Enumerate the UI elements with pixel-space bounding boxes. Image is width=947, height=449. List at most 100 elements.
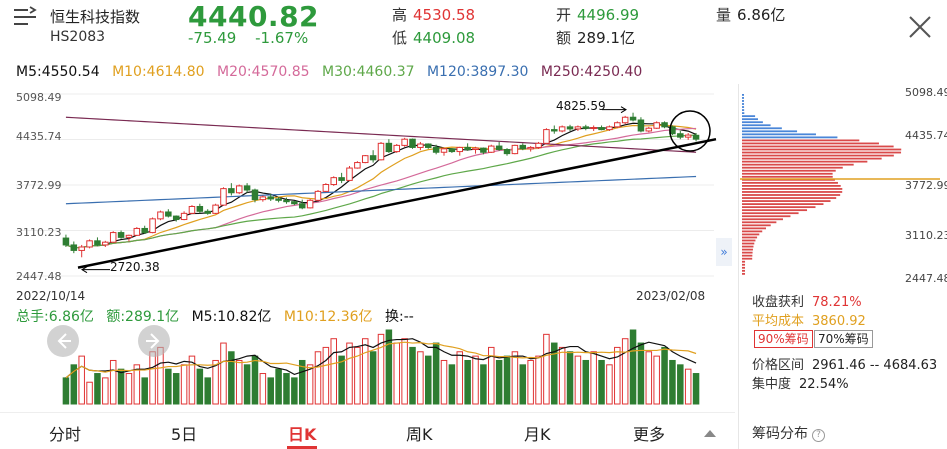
chip-bar [742, 239, 756, 242]
tab-daily-k[interactable]: 日K [288, 425, 317, 444]
volume-bar [188, 355, 196, 405]
chip-bar [742, 272, 746, 275]
candle-body [480, 147, 487, 153]
volume-bar [401, 338, 408, 405]
volume-bar [629, 329, 637, 405]
volume-bar [472, 355, 479, 405]
ma120-line [65, 175, 697, 205]
volume-bar [432, 342, 440, 405]
more-caret-icon[interactable] [704, 430, 716, 437]
prev-arrow-button[interactable] [47, 325, 79, 357]
candle-body [551, 129, 558, 132]
candle-body [188, 205, 196, 214]
candle-body [102, 241, 109, 246]
chip-90-button[interactable]: 90%筹码 [754, 330, 813, 348]
candle-body [425, 143, 432, 148]
volume-bar [511, 351, 519, 405]
volume-bar [377, 333, 385, 405]
help-icon[interactable]: ? [812, 429, 825, 442]
candle-body [448, 148, 456, 153]
candle-body [637, 119, 645, 132]
quote-header: 恒生科技指数 HS2083 4440.82 -75.49 -1.67% 高 453… [0, 0, 947, 56]
volume-bar [590, 351, 597, 405]
menu-icon[interactable] [12, 6, 38, 28]
chip-70-button[interactable]: 70%筹码 [814, 330, 873, 348]
next-arrow-button[interactable] [138, 325, 170, 357]
chip-bar [742, 109, 745, 111]
volume-bar [149, 351, 156, 405]
chip-bar [742, 209, 808, 212]
volume-bar [180, 364, 188, 405]
volume-chart [62, 329, 700, 405]
tab-5day[interactable]: 5日 [171, 425, 198, 444]
chip-bar [742, 236, 758, 239]
candle-body [566, 126, 574, 130]
chip-footer-label: 筹码分布 [752, 426, 808, 442]
open-label: 开 [556, 6, 572, 24]
chip-bar [742, 112, 745, 114]
chip-distribution-chart [740, 94, 940, 275]
price-axis-label: 5098.49 [16, 91, 62, 104]
expand-chip-button[interactable]: » [716, 238, 732, 266]
candle-body [306, 199, 314, 209]
high-value: 4530.58 [413, 6, 476, 24]
chip-bar [742, 227, 767, 230]
candle-body [180, 212, 188, 221]
chip-bar [742, 263, 746, 266]
close-icon[interactable] [905, 12, 935, 42]
open-stat: 开 4496.99 [556, 4, 639, 25]
start-date: 2022/10/14 [16, 289, 86, 303]
volume-bar [448, 364, 456, 405]
candle-body [361, 155, 369, 164]
high-label: 高 [392, 6, 408, 24]
candle-body [354, 162, 361, 169]
tab-monthly-k[interactable]: 月K [524, 425, 551, 444]
volume-ma-lines [65, 338, 697, 379]
amount-label: 额 [556, 29, 572, 47]
volume-bar [614, 346, 621, 405]
candle-body [684, 134, 692, 138]
avg-cost-value: 3860.92 [812, 314, 866, 329]
volume-bar [78, 355, 85, 405]
tab-weekly-k[interactable]: 周K [406, 425, 433, 444]
candle-body [283, 199, 290, 203]
candle-body [677, 133, 684, 138]
volume-bar [267, 377, 274, 405]
candle-body [440, 148, 448, 153]
candle-body [409, 138, 416, 148]
chip-bar [742, 251, 753, 254]
volume-bar [141, 377, 148, 405]
volume-bar [94, 373, 101, 405]
candle-body [377, 142, 385, 161]
stock-name: 恒生科技指数 [50, 8, 141, 26]
volume-bar [86, 381, 93, 405]
chip-bars [740, 94, 940, 275]
candle-body [251, 189, 259, 201]
volume-bar [669, 359, 676, 405]
candle-body [86, 240, 93, 248]
candle-body [338, 177, 345, 181]
tab-intraday[interactable]: 分时 [49, 425, 82, 444]
volume-value: 6.86亿 [737, 6, 786, 24]
ma30-value: M30:4460.37 [322, 64, 415, 80]
candlestick-chart[interactable] [0, 84, 720, 289]
chip-bar [742, 139, 860, 142]
price-change: -75.49 -1.67% [188, 29, 322, 47]
volume-bar [275, 368, 282, 405]
vol-ma10-line [65, 341, 697, 379]
volume-bar [582, 359, 590, 405]
volume-bar [456, 351, 464, 405]
chip-axis-label: 3110.23 [905, 229, 947, 242]
candle-body [141, 227, 148, 234]
chip-bar [742, 188, 843, 190]
change-value: -75.49 [188, 29, 237, 47]
volume-bar [645, 351, 653, 405]
tab-more[interactable]: 更多 [633, 425, 666, 444]
candle-body [511, 144, 519, 155]
volume-bar [495, 359, 503, 405]
volume-bar [551, 342, 558, 405]
candle-body [590, 127, 597, 130]
volume-bar [354, 346, 361, 405]
chip-bar [742, 185, 841, 187]
highlight-circle [669, 110, 711, 152]
